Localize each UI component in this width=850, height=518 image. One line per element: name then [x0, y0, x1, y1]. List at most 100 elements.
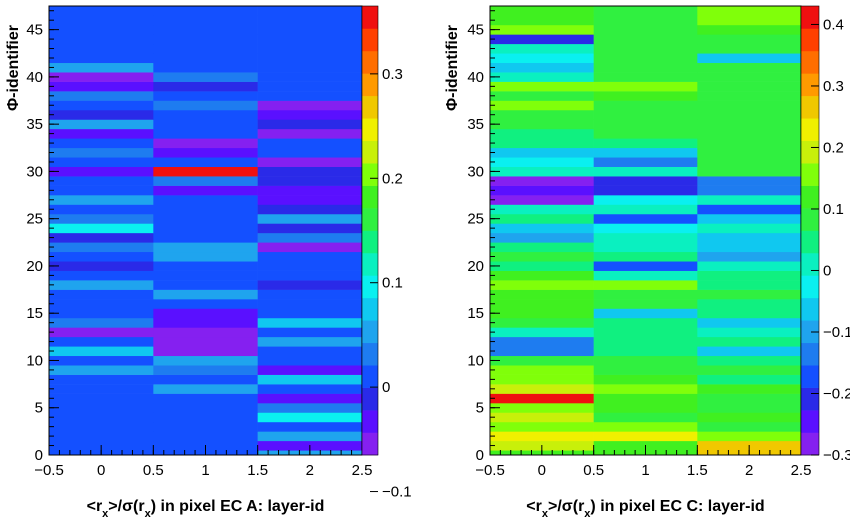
heatmap-cell	[153, 204, 258, 215]
color-scale-swatch	[362, 140, 378, 164]
heatmap-cell	[697, 232, 802, 243]
color-scale-tick-label: 0.1	[382, 275, 403, 292]
heatmap-cell	[153, 176, 258, 186]
heatmap-cell	[153, 289, 258, 300]
heatmap-cell	[490, 119, 594, 130]
heatmap-cell	[153, 128, 258, 139]
heatmap-cell	[153, 412, 258, 423]
x-tick-label: 0.5	[143, 462, 164, 479]
heatmap-cell	[593, 412, 698, 423]
heatmap-cell	[490, 213, 594, 224]
x-axis-label: <rx>/σ(rx) in pixel EC C: layer-id	[526, 498, 764, 518]
heatmap-cell	[593, 242, 698, 253]
heatmap-cell	[593, 299, 698, 309]
heatmap-cell	[490, 403, 594, 413]
heatmap-cell	[697, 81, 802, 92]
heatmap-cell	[490, 384, 594, 394]
heatmap-cell	[490, 6, 594, 16]
color-scale-swatch	[362, 387, 378, 411]
heatmap-cell	[490, 109, 594, 120]
color-scale-swatch	[362, 252, 378, 276]
x-tick-label: 0.5	[583, 462, 604, 479]
color-scale-swatch	[801, 118, 819, 141]
heatmap-cell	[490, 431, 594, 442]
color-scale-tick-label: 0.3	[823, 78, 844, 95]
y-tick-label: 25	[467, 211, 484, 228]
heatmap-cell	[153, 336, 258, 347]
heatmap-cell	[697, 242, 802, 253]
heatmap-cell	[593, 81, 698, 92]
heatmap-cell	[490, 270, 594, 281]
heatmap-cell	[490, 91, 594, 101]
heatmap-cell	[153, 213, 258, 224]
heatmap-cell	[490, 128, 594, 139]
heatmap-cell	[697, 195, 802, 205]
heatmap-cell	[49, 91, 154, 101]
heatmap-cell	[153, 62, 258, 73]
heatmap-cell	[49, 138, 154, 149]
heatmap-cell	[490, 327, 594, 338]
color-scale-swatch	[801, 50, 819, 74]
heatmap-cell	[697, 327, 802, 338]
x-tick-label: 1.5	[247, 462, 268, 479]
heatmap-cell	[697, 176, 802, 186]
heatmap-cell	[257, 412, 363, 423]
color-scale-swatch	[801, 6, 819, 29]
heatmap-cells	[49, 6, 363, 456]
y-tick-label: 45	[26, 22, 43, 39]
heatmap-cell	[490, 204, 594, 215]
heatmap-cell	[257, 261, 363, 271]
heatmap-cell	[593, 261, 698, 271]
color-scale-swatch	[801, 185, 819, 209]
heatmap-cell	[697, 53, 802, 64]
x-axis-label: <rx>/σ(rx) in pixel EC A: layer-id	[87, 498, 325, 518]
heatmap-cell	[257, 24, 363, 35]
heatmap-cell	[153, 24, 258, 35]
color-scale-tick-label: 0	[823, 262, 831, 279]
heatmap-cell	[593, 355, 698, 366]
heatmap-cell	[697, 393, 802, 404]
color-scale-tick-label: −0.1	[382, 484, 412, 501]
heatmap-cell	[153, 223, 258, 234]
heatmap-cell	[490, 147, 594, 158]
heatmap-cell	[490, 393, 594, 404]
heatmap-cell	[593, 195, 698, 205]
heatmap-cell	[490, 232, 594, 243]
heatmap-cell	[49, 308, 154, 319]
heatmap-cell	[153, 6, 258, 16]
y-tick-label: 35	[26, 116, 43, 133]
heatmap-cell	[697, 299, 802, 309]
color-scale-swatch	[801, 275, 819, 299]
color-scale-swatch	[362, 410, 378, 433]
heatmap-cell	[697, 365, 802, 375]
color-scale-swatch	[801, 28, 819, 52]
heatmap-cell	[49, 128, 154, 139]
heatmap-cell	[49, 242, 154, 253]
color-scale-tick-label: −0.1	[823, 324, 850, 341]
heatmap-cell	[257, 6, 363, 16]
heatmap-cell	[697, 403, 802, 413]
color-scale-tick-label: −0.2	[823, 385, 850, 402]
heatmap-cell	[490, 242, 594, 253]
heatmap-cell	[593, 6, 698, 16]
heatmap-cell	[257, 346, 363, 357]
heatmap-cell	[49, 280, 154, 290]
heatmap-cell	[593, 421, 698, 432]
color-scale-swatch	[801, 73, 819, 97]
heatmap-cell	[49, 232, 154, 243]
heatmap-cell	[49, 393, 154, 404]
heatmap-cell	[153, 280, 258, 290]
heatmap-cell	[257, 374, 363, 385]
heatmap-cell	[49, 355, 154, 366]
heatmap-cell	[49, 185, 154, 196]
heatmap-cell	[257, 365, 363, 375]
heatmap-cell	[49, 157, 154, 167]
heatmap-cell	[490, 412, 594, 423]
heatmap-cell	[593, 157, 698, 167]
color-scale-tick-label: 0.3	[382, 66, 403, 83]
heatmap-cell	[153, 119, 258, 130]
x-tick-label: −0.5	[34, 462, 64, 479]
heatmap-cell	[490, 100, 594, 111]
color-scale-swatch	[801, 365, 819, 388]
heatmap-cell	[49, 147, 154, 158]
